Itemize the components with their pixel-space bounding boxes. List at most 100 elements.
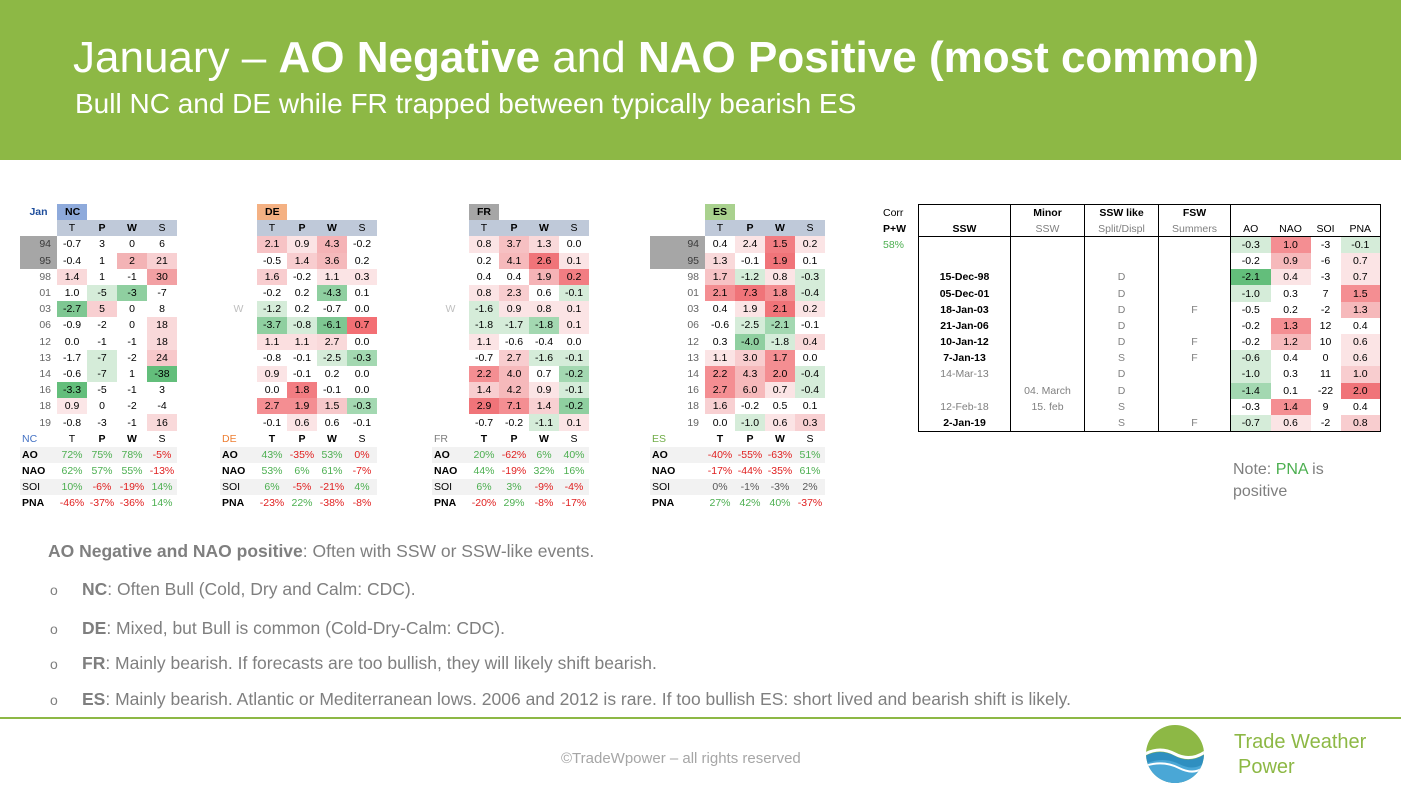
correlation-cell: -23%	[259, 497, 285, 510]
index-value-cell: -1.0	[1230, 285, 1271, 302]
value-cell: 0.2	[347, 252, 377, 269]
value-cell: -0.3	[347, 349, 377, 366]
value-cell: -2.5	[735, 317, 765, 334]
value-cell: -1.2	[257, 301, 287, 318]
year-cell: 03	[687, 303, 699, 316]
ssw-cell: 21-Jan-06	[918, 317, 1011, 334]
correlation-cell: -19%	[501, 465, 527, 478]
summary-heading: AO Negative and NAO positive: Often with…	[48, 541, 595, 561]
year-cell: 98	[39, 270, 51, 283]
correlation-cell: -3%	[770, 481, 790, 494]
table-row: 16 -3.3 -5 -1 3	[20, 382, 177, 399]
value-cell: -0.2	[347, 236, 377, 253]
value-cell: -0.2	[735, 398, 765, 415]
year-cell: 94	[650, 236, 705, 253]
index-value-cell: 0.8	[1340, 414, 1381, 432]
value-cell: -1.1	[529, 414, 559, 431]
summary-col-header: S	[806, 432, 814, 445]
value-cell: 1	[87, 268, 117, 285]
correlation-cell: 20%	[473, 448, 495, 461]
index-value-cell: 11	[1310, 366, 1341, 383]
ssw-cell	[918, 253, 1011, 270]
value-cell: 0.3	[705, 333, 735, 350]
value-cell: -1.6	[529, 349, 559, 366]
index-label: PNA	[222, 497, 245, 510]
summary-region-label: FR	[434, 432, 448, 445]
table-row: 18 0.9 0 -2 -4	[20, 398, 177, 415]
table-row: 19 -0.8 -3 -1 16	[20, 414, 177, 431]
table-row: 2.7 1.9 1.5 -0.3	[220, 398, 377, 415]
value-cell: 2.1	[705, 284, 735, 302]
summary-row: PNA 27% 42% 40% -37%	[650, 495, 825, 512]
correlation-cell: -21%	[319, 481, 345, 494]
value-cell: 30	[147, 268, 177, 285]
table-row: 2.1 0.9 4.3 -0.2	[220, 236, 377, 253]
ssw-cell	[1158, 236, 1231, 254]
correlation-cell: -63%	[767, 448, 793, 461]
value-cell: -1	[117, 382, 147, 399]
value-cell: 1.1	[317, 268, 347, 285]
value-cell: -0.2	[287, 268, 317, 285]
correlation-cell: -35%	[767, 465, 793, 478]
index-value-cell: -0.3	[1230, 236, 1271, 254]
index-value-cell: -0.3	[1230, 398, 1271, 415]
ssw-cell: F	[1158, 334, 1231, 351]
page-title: January – AO Negative and NAO Positive (…	[73, 33, 1259, 82]
correlation-cell: -44%	[737, 465, 763, 478]
value-cell: 1.5	[765, 236, 795, 253]
corr-value: 58%	[883, 239, 905, 251]
region-code: NC	[57, 204, 87, 221]
ssw-cell: D	[1084, 269, 1159, 286]
index-label: SOI	[222, 481, 241, 494]
table-row: 94 -0.7 3 0 6	[20, 236, 177, 253]
summary-row: NAO 53% 6% 61% -7%	[220, 463, 377, 480]
value-cell: -2	[117, 349, 147, 366]
value-cell: 0	[117, 317, 147, 334]
value-cell: 2.7	[499, 349, 529, 366]
col-header: W	[529, 220, 559, 237]
value-cell: 1.3	[705, 252, 735, 269]
ssw-cell	[1158, 285, 1231, 302]
index-value-cell: 0.4	[1340, 317, 1381, 334]
year-cell	[220, 414, 257, 430]
value-cell: -3	[117, 284, 147, 302]
value-cell: 4.3	[735, 365, 765, 383]
ssw-cell	[1010, 253, 1085, 270]
ssw-cell: D	[1084, 334, 1159, 351]
index-value-cell: -0.2	[1230, 253, 1271, 270]
year-cell: W	[233, 303, 244, 316]
ssw-row: 05-Dec-01 D -1.0 0.3 7 1.5	[918, 285, 1381, 302]
correlation-cell: 53%	[321, 448, 343, 461]
col-header: T	[705, 220, 735, 237]
table-row: 14 2.2 4.3 2.0 -0.4	[650, 365, 825, 383]
value-cell: 0.0	[57, 333, 87, 350]
year-cell	[432, 350, 469, 366]
year-cell	[220, 398, 257, 414]
summary-row: NAO 62% 57% 55% -13%	[20, 463, 177, 480]
year-cell	[432, 236, 469, 252]
correlation-cell: -8%	[534, 497, 554, 510]
index-value-cell: 0.7	[1340, 269, 1381, 286]
col-header: P	[499, 220, 529, 237]
title-banner: January – AO Negative and NAO Positive (…	[0, 0, 1401, 160]
year-cell: W	[445, 303, 456, 316]
value-cell: -0.7	[469, 349, 499, 366]
value-cell: 1.1	[705, 349, 735, 366]
value-cell: 7.1	[499, 398, 529, 415]
value-cell: 0.4	[705, 236, 735, 253]
value-cell: 0.0	[347, 333, 377, 350]
month-label: Jan	[29, 206, 48, 219]
index-label: AO	[22, 448, 38, 461]
year-cell: 14	[687, 367, 699, 380]
ssw-cell: 15-Dec-98	[918, 269, 1011, 286]
correlation-cell: 0%	[712, 481, 728, 494]
year-cell: 12	[687, 335, 699, 348]
value-cell: 1.7	[705, 268, 735, 285]
table-row: 0.8 3.7 1.3 0.0	[432, 236, 589, 253]
year-cell	[432, 317, 469, 333]
value-cell: 16	[147, 414, 177, 431]
index-label: PNA	[652, 497, 675, 510]
index-value-cell: -6	[1310, 253, 1341, 270]
table-row: 1.4 4.2 0.9 -0.1	[432, 382, 589, 399]
value-cell: -2.5	[317, 349, 347, 366]
